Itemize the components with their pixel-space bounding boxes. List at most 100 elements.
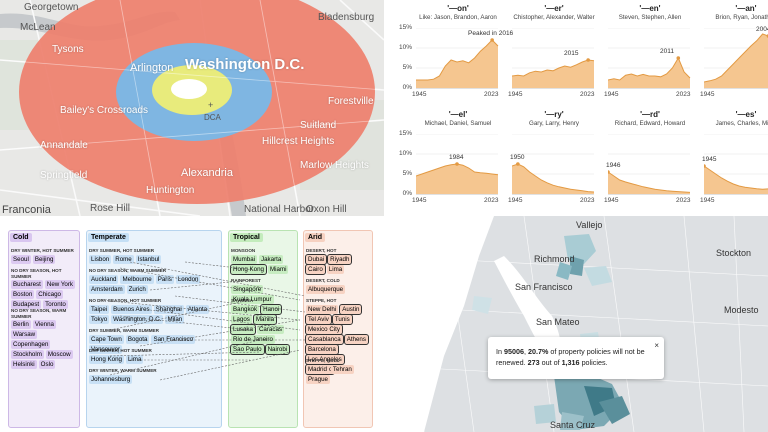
city-chip[interactable]: Lisbon	[89, 254, 112, 264]
city-chip[interactable]: Riyadh	[327, 253, 353, 265]
city-chip[interactable]: Dubai	[304, 253, 328, 265]
city-chip[interactable]: Madrid	[306, 364, 329, 374]
city-chip[interactable]: Chicago	[36, 290, 63, 299]
climate-subgroup: DRY WINTER, HOT SUMMER Hong Kong Lima	[89, 348, 219, 364]
city-chip[interactable]: Rio de Janeiro	[231, 334, 275, 344]
city-chip[interactable]: Tokyo	[89, 314, 110, 324]
label-modesto: Modesto	[724, 305, 759, 315]
city-chip[interactable]: Melbourne	[120, 274, 154, 284]
city-chip[interactable]: Seoul	[11, 254, 31, 264]
city-chip[interactable]: Vancouver	[89, 344, 123, 354]
city-chip[interactable]: Singapore	[231, 284, 264, 294]
city-chip[interactable]: Tunis	[331, 313, 353, 325]
climate-subgroup: DRY WINTER, HOT SUMMER Seoul Beijing	[11, 248, 77, 264]
city-chip[interactable]: Lagos	[231, 314, 252, 324]
tooltip-total: 1,316	[561, 358, 580, 367]
city-chip[interactable]: Cairo	[305, 263, 326, 275]
city-chip[interactable]: Barcelona	[305, 343, 339, 355]
city-chip[interactable]: Cape Town	[89, 334, 124, 344]
city-chip[interactable]: Istanbul	[135, 254, 162, 264]
city-chip[interactable]: Hong Kong	[230, 263, 267, 275]
y-tick: 0%	[402, 84, 412, 91]
policy-nonrenewal-map[interactable]: Vallejo Richmond Stockton San Francisco …	[384, 216, 768, 432]
city-chip[interactable]: Boston	[11, 290, 35, 299]
city-chip[interactable]: Beijing	[32, 254, 56, 264]
label-hillcrest-heights: Hillcrest Heights	[262, 136, 335, 147]
city-chip[interactable]: Bucharest	[11, 280, 43, 289]
city-chip[interactable]: Prague	[306, 374, 330, 384]
city-chip[interactable]: Caracas	[256, 324, 284, 334]
close-icon[interactable]: ×	[654, 341, 659, 350]
city-chip[interactable]: Tel Aviv	[305, 313, 332, 325]
city-chip[interactable]: Nairobi	[264, 343, 291, 355]
city-chip[interactable]: Helsinki	[11, 360, 37, 369]
city-chip[interactable]: Vienna	[32, 320, 56, 329]
city-chip[interactable]: Sao Paulo	[230, 343, 265, 355]
city-chip[interactable]: Bogota	[125, 334, 150, 344]
city-chip[interactable]: Lusaka	[230, 323, 256, 335]
label-san-francisco: San Francisco	[515, 282, 573, 292]
city-chip[interactable]: Paris	[155, 274, 174, 284]
x-tick: 2023	[676, 197, 691, 204]
city-chip[interactable]: Hong Kong	[89, 354, 124, 364]
city-chip[interactable]: Miami	[267, 264, 289, 274]
label-forestville: Forestville	[328, 96, 374, 107]
city-chip[interactable]: Jakarta	[259, 254, 284, 264]
tooltip-pre: In	[496, 347, 502, 356]
city-chip[interactable]: Moscow	[45, 350, 73, 359]
city-chip[interactable]: Amsterdam	[89, 284, 125, 294]
city-chip[interactable]: Casablanca	[305, 333, 344, 345]
city-chip[interactable]: Mumbai	[231, 254, 258, 264]
series-area	[608, 172, 690, 194]
city-chip[interactable]: Berlin	[11, 320, 31, 329]
city-chip[interactable]: Milan	[165, 314, 185, 324]
tooltip-percent: 20.7%	[528, 347, 549, 356]
city-chip[interactable]: Mexico City	[305, 323, 343, 335]
city-chip[interactable]: Los Angeles	[305, 353, 345, 365]
city-chip[interactable]: Oslo	[38, 360, 56, 369]
series-area	[704, 34, 768, 88]
city-chip[interactable]: Auckland	[89, 274, 119, 284]
city-chip[interactable]: Budapest	[11, 300, 42, 309]
dc-radius-map[interactable]: + Georgetown McLean Arlington Washington…	[0, 0, 384, 216]
series-line	[704, 33, 768, 83]
city-chip[interactable]: San Francisco	[151, 334, 196, 344]
city-chip[interactable]: Athens	[343, 333, 369, 345]
peak-annotation: 2011	[660, 48, 674, 55]
city-chip[interactable]: Lima	[125, 354, 144, 364]
suffix-panel: '—es'James, Charles, Miles	[700, 110, 768, 127]
city-chip[interactable]: Rome	[113, 254, 134, 264]
subgroup-label: DRY SUMMER, HOT SUMMER	[89, 248, 155, 253]
city-chip[interactable]: Tehran	[330, 364, 354, 374]
city-chip[interactable]: London	[175, 274, 201, 284]
suffix-area-plot	[608, 134, 691, 195]
city-chip[interactable]: Buenos Aires	[111, 304, 152, 314]
city-chip[interactable]: Shanghai	[153, 304, 184, 314]
city-chip[interactable]: Warsaw	[11, 330, 38, 339]
city-chip[interactable]: Hanoi	[260, 303, 283, 315]
city-chip[interactable]: Toronto	[43, 300, 68, 309]
tooltip-zip: 95006	[504, 347, 524, 356]
y-tick: 15%	[398, 24, 412, 31]
climate-column-title: Temperate	[88, 233, 129, 242]
city-chip[interactable]: Austin	[339, 303, 363, 315]
x-tick: 2023	[484, 91, 499, 98]
city-chip[interactable]: Bangkok	[231, 304, 260, 314]
city-chip[interactable]: Lima	[326, 264, 345, 274]
city-chip[interactable]: Johannesburg	[89, 374, 133, 384]
city-chip[interactable]: Zurich	[126, 284, 148, 294]
city-chip[interactable]: Manila	[252, 313, 278, 325]
city-chip[interactable]: Taipei	[89, 304, 110, 314]
city-chip[interactable]: New Delhi	[306, 304, 339, 314]
city-chip[interactable]: Albuquerque	[306, 284, 346, 294]
suffix-panel: '—er' Chistopher, Alexander, Walter	[508, 4, 600, 21]
panel-suffix: '—es'	[735, 110, 757, 119]
city-chip[interactable]: Stockholm	[11, 350, 44, 359]
tooltip-count: 273	[527, 358, 540, 367]
city-chip[interactable]: Atlanta	[185, 304, 210, 314]
city-chip[interactable]: Washington, D.C.	[111, 314, 164, 324]
panel-suffix: '—en'	[639, 4, 661, 13]
city-chip[interactable]: Copenhagen	[11, 340, 51, 349]
suffix-area-plot	[416, 28, 499, 89]
city-chip[interactable]: New York	[44, 280, 75, 289]
